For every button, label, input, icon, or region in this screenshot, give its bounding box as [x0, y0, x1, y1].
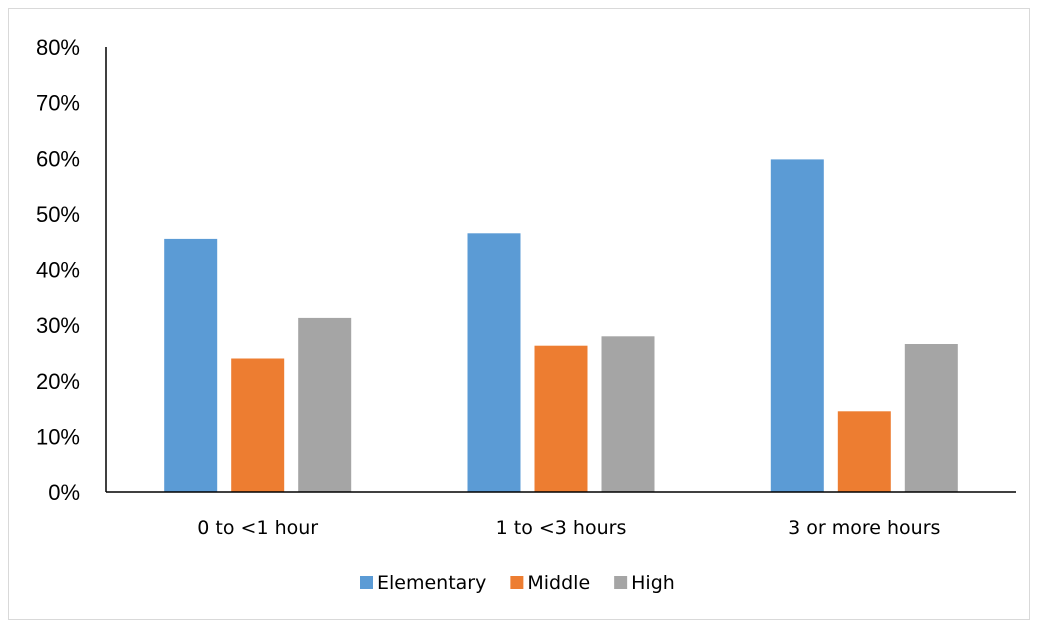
x-axis-category-labels: 0 to <1 hour 1 to <3 hours 3 or more hours — [197, 517, 940, 539]
bar-high-0 — [298, 317, 352, 492]
bar-elementary-1 — [467, 233, 521, 493]
y-axis-tick-labels: 0% 10% 20% 30% 40% 50% 60% 70% 80% — [36, 35, 80, 505]
bar-middle-1 — [534, 345, 588, 492]
y-tick-label: 80% — [36, 35, 80, 60]
x-category-label: 0 to <1 hour — [197, 517, 318, 539]
x-category-label: 1 to <3 hours — [496, 517, 627, 539]
bar-high-1 — [601, 336, 655, 493]
legend-swatch — [510, 576, 524, 589]
legend-label: Middle — [527, 572, 590, 594]
legend-label: Elementary — [377, 572, 486, 594]
legend-item-middle: Middle — [510, 572, 590, 594]
legend-item-elementary: Elementary — [360, 572, 486, 594]
bars-group — [164, 159, 958, 493]
x-category-label: 3 or more hours — [788, 517, 940, 539]
y-tick-label: 10% — [36, 424, 80, 449]
legend-swatch — [614, 576, 628, 589]
legend-item-high: High — [614, 572, 675, 594]
legend-label: High — [631, 572, 675, 594]
y-tick-label: 60% — [36, 146, 80, 171]
legend-swatch — [360, 576, 373, 589]
bar-elementary-0 — [164, 238, 218, 492]
bar-elementary-2 — [770, 159, 824, 492]
bar-middle-2 — [837, 411, 891, 492]
bar-high-2 — [904, 344, 958, 492]
y-tick-label: 0% — [48, 480, 80, 505]
bar-middle-0 — [231, 358, 285, 492]
y-tick-label: 40% — [36, 258, 80, 283]
y-tick-label: 20% — [36, 369, 80, 394]
y-tick-label: 30% — [36, 313, 80, 338]
legend: Elementary Middle High — [360, 572, 675, 594]
y-tick-label: 50% — [36, 202, 80, 227]
y-tick-label: 70% — [36, 91, 80, 116]
